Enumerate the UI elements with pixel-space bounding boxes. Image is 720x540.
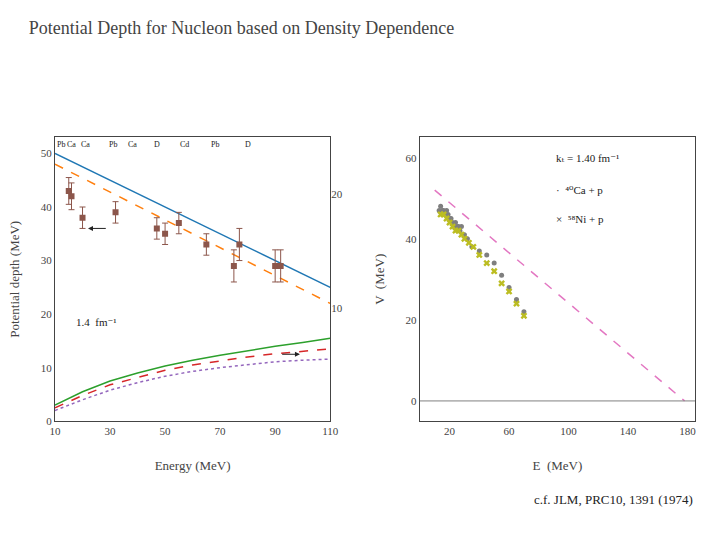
svg-text:20: 20 bbox=[331, 188, 343, 200]
svg-text:30: 30 bbox=[41, 254, 53, 266]
svg-text:180: 180 bbox=[679, 425, 696, 437]
svg-text:Ca: Ca bbox=[128, 140, 137, 149]
svg-text:60: 60 bbox=[406, 152, 418, 164]
svg-text:30: 30 bbox=[105, 425, 117, 437]
svg-text:Potential Depth for Nucleon ba: Potential Depth for Nucleon based on Den… bbox=[29, 18, 454, 38]
svg-text:90: 90 bbox=[270, 425, 282, 437]
svg-text:0: 0 bbox=[46, 415, 52, 427]
svg-text:20: 20 bbox=[41, 308, 53, 320]
svg-text:10: 10 bbox=[331, 302, 343, 314]
svg-text:40: 40 bbox=[406, 233, 418, 245]
svg-text:V (MeV): V (MeV) bbox=[372, 254, 387, 305]
svg-text:c.f. JLM, PRC10, 1391 (1974): c.f. JLM, PRC10, 1391 (1974) bbox=[534, 492, 693, 507]
svg-text:50: 50 bbox=[41, 147, 53, 159]
svg-text:Pb: Pb bbox=[57, 140, 65, 149]
svg-text:140: 140 bbox=[620, 425, 637, 437]
svg-text:E (MeV): E (MeV) bbox=[532, 458, 582, 473]
svg-text:Ca: Ca bbox=[81, 140, 90, 149]
svg-text:10: 10 bbox=[41, 362, 53, 374]
svg-text:1.4 fm⁻¹: 1.4 fm⁻¹ bbox=[76, 316, 117, 328]
svg-text:· ⁴⁰Ca + p: · ⁴⁰Ca + p bbox=[556, 184, 603, 196]
svg-text:kₜ = 1.40 fm⁻¹: kₜ = 1.40 fm⁻¹ bbox=[556, 152, 619, 164]
svg-text:Ca: Ca bbox=[67, 140, 76, 149]
svg-text:60: 60 bbox=[504, 425, 516, 437]
svg-text:0: 0 bbox=[411, 395, 417, 407]
svg-text:Cd: Cd bbox=[180, 140, 189, 149]
svg-text:Potential depth (MeV): Potential depth (MeV) bbox=[7, 221, 22, 338]
svg-text:20: 20 bbox=[444, 425, 456, 437]
svg-text:110: 110 bbox=[322, 425, 339, 437]
svg-text:D: D bbox=[245, 140, 251, 149]
svg-text:Pb: Pb bbox=[211, 140, 219, 149]
svg-text:20: 20 bbox=[406, 314, 418, 326]
svg-text:40: 40 bbox=[41, 201, 53, 213]
svg-text:× ⁵⁸Ni + p: × ⁵⁸Ni + p bbox=[556, 213, 604, 225]
svg-text:50: 50 bbox=[160, 425, 172, 437]
svg-text:100: 100 bbox=[560, 425, 577, 437]
svg-text:10: 10 bbox=[50, 425, 62, 437]
svg-text:Pb: Pb bbox=[109, 140, 117, 149]
svg-text:70: 70 bbox=[215, 425, 227, 437]
svg-text:D: D bbox=[154, 140, 160, 149]
svg-text:Energy (MeV): Energy (MeV) bbox=[155, 458, 231, 473]
